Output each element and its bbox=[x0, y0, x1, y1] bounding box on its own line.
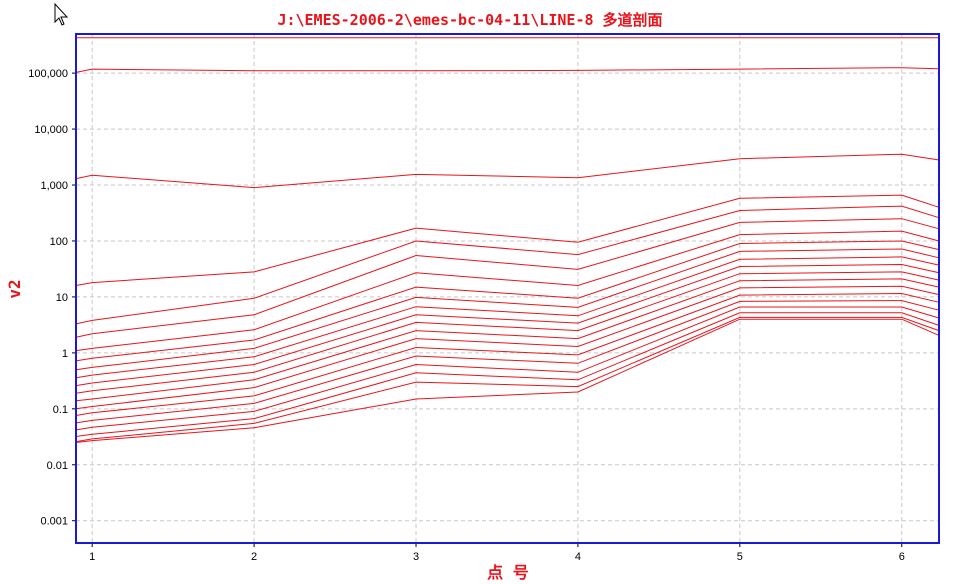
series-line-19 bbox=[75, 316, 940, 443]
x-tick-label: 1 bbox=[89, 551, 95, 563]
grid bbox=[76, 34, 939, 543]
series-line-5 bbox=[75, 205, 940, 325]
series-line-12 bbox=[75, 271, 940, 394]
series-line-20 bbox=[75, 318, 940, 443]
y-tick-label: 0.001 bbox=[40, 516, 68, 528]
x-tick-label: 6 bbox=[899, 551, 905, 563]
series-line-17 bbox=[75, 306, 940, 431]
x-axis-label: 点 号 bbox=[487, 563, 529, 582]
ticks: 0.001 0.01 0.1 1 10 100 1,000 10,000 100,000 1 2 3 4… bbox=[28, 68, 905, 563]
series-line-3 bbox=[75, 153, 940, 189]
y-tick-label: 1 bbox=[62, 348, 68, 360]
series-line-15 bbox=[75, 292, 940, 416]
y-tick-label: 100 bbox=[50, 236, 68, 248]
y-tick-label: 10 bbox=[56, 292, 68, 304]
series-line-16 bbox=[75, 300, 940, 424]
x-tick-label: 3 bbox=[413, 551, 419, 563]
series-line-11 bbox=[75, 263, 940, 387]
x-tick-label: 5 bbox=[737, 551, 743, 563]
series-line-18 bbox=[75, 312, 940, 437]
series-line-7 bbox=[75, 230, 940, 352]
y-tick-label: 100,000 bbox=[28, 68, 68, 80]
mouse-pointer-icon bbox=[54, 2, 69, 26]
y-tick-label: 1,000 bbox=[40, 180, 68, 192]
series-line-9 bbox=[75, 248, 940, 371]
y-axis-label: v2 bbox=[5, 279, 24, 298]
x-tick-label: 4 bbox=[575, 551, 581, 563]
y-tick-label: 10,000 bbox=[34, 124, 68, 136]
x-tick-label: 2 bbox=[251, 551, 257, 563]
series-line-13 bbox=[75, 278, 940, 402]
series-line-10 bbox=[75, 256, 940, 379]
y-tick-label: 0.1 bbox=[53, 404, 68, 416]
plot-area-border bbox=[75, 33, 940, 544]
series-line-4 bbox=[75, 194, 940, 286]
series-line-2 bbox=[75, 67, 940, 73]
series-line-8 bbox=[75, 240, 940, 362]
y-tick-label: 0.01 bbox=[47, 460, 68, 472]
series-line-14 bbox=[75, 285, 940, 410]
series-line-6 bbox=[75, 218, 940, 338]
series-group bbox=[75, 37, 940, 443]
chart-title: J:\EMES-2006-2\emes-bc-04-11\LINE-8 多道剖面 bbox=[277, 11, 662, 29]
